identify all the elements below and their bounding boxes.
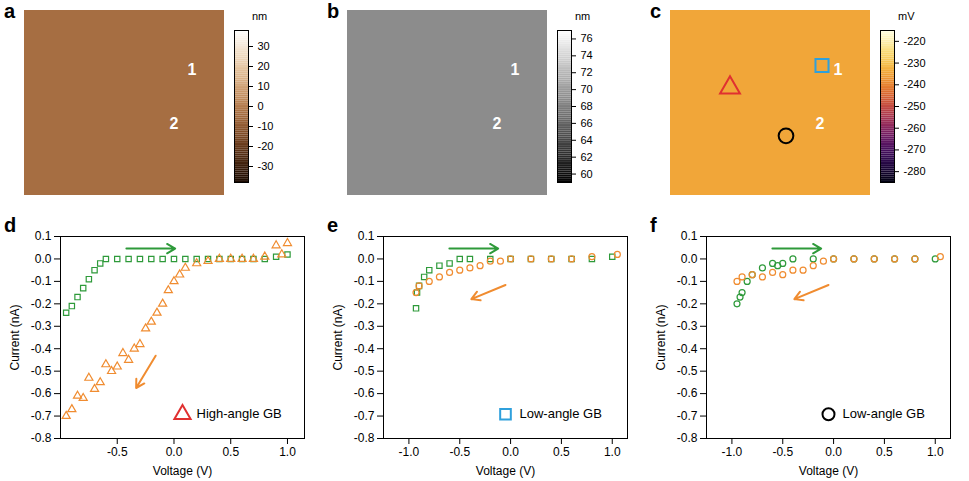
svg-text:72: 72 <box>581 66 593 78</box>
svg-text:-0.7: -0.7 <box>31 409 52 423</box>
svg-text:-0.5: -0.5 <box>677 364 698 378</box>
svg-text:-0.1: -0.1 <box>31 274 52 288</box>
svg-text:-0.8: -0.8 <box>677 431 698 445</box>
svg-text:-0.4: -0.4 <box>31 342 52 356</box>
svg-text:-20: -20 <box>258 140 274 152</box>
svg-text:70: 70 <box>581 83 593 95</box>
svg-text:0.1: 0.1 <box>358 229 375 243</box>
svg-text:-230: -230 <box>904 57 926 69</box>
svg-text:68: 68 <box>581 100 593 112</box>
svg-text:0.0: 0.0 <box>681 252 698 266</box>
svg-text:-260: -260 <box>904 122 926 134</box>
svg-text:1: 1 <box>188 61 197 78</box>
svg-text:-0.5: -0.5 <box>354 364 375 378</box>
svg-text:10: 10 <box>258 80 270 92</box>
svg-text:0.0: 0.0 <box>502 445 519 459</box>
svg-text:-0.1: -0.1 <box>354 274 375 288</box>
svg-text:0.5: 0.5 <box>222 445 239 459</box>
html-text:c: c <box>650 0 662 22</box>
html-text:nm: nm <box>252 10 268 22</box>
svg-text:Current (nA): Current (nA) <box>331 304 345 370</box>
svg-text:-0.5: -0.5 <box>772 445 793 459</box>
svg-text:1: 1 <box>834 61 843 78</box>
svg-text:0.0: 0.0 <box>166 445 183 459</box>
svg-text:-0.4: -0.4 <box>677 342 698 356</box>
svg-text:1.0: 1.0 <box>604 445 621 459</box>
svg-text:-0.3: -0.3 <box>31 319 52 333</box>
html-text:mV: mV <box>898 10 915 22</box>
svg-text:-0.6: -0.6 <box>31 386 52 400</box>
svg-text:-270: -270 <box>904 143 926 155</box>
svg-text:Current (nA): Current (nA) <box>8 304 22 370</box>
svg-text:-30: -30 <box>258 160 274 172</box>
html-text:b: b <box>327 0 340 22</box>
svg-text:-0.1: -0.1 <box>677 274 698 288</box>
svg-text:-250: -250 <box>904 100 926 112</box>
svg-text:0.0: 0.0 <box>35 252 52 266</box>
html-text:f: f <box>650 214 657 236</box>
svg-text:-0.7: -0.7 <box>677 409 698 423</box>
svg-text:-0.6: -0.6 <box>354 386 375 400</box>
html-text:a: a <box>4 0 16 22</box>
svg-text:Voltage (V): Voltage (V) <box>153 464 212 478</box>
svg-text:0: 0 <box>258 100 264 112</box>
svg-text:0.1: 0.1 <box>681 229 698 243</box>
svg-text:-280: -280 <box>904 165 926 177</box>
svg-text:60: 60 <box>581 168 593 180</box>
svg-text:76: 76 <box>581 32 593 44</box>
svg-text:1.0: 1.0 <box>279 445 296 459</box>
svg-text:30: 30 <box>258 40 270 52</box>
svg-text:Voltage (V): Voltage (V) <box>476 464 535 478</box>
svg-text:-0.5: -0.5 <box>31 364 52 378</box>
svg-text:Low-angle GB: Low-angle GB <box>520 406 602 421</box>
svg-text:-0.5: -0.5 <box>449 445 470 459</box>
svg-text:-0.5: -0.5 <box>107 445 128 459</box>
svg-text:-1.0: -1.0 <box>722 445 743 459</box>
svg-text:2: 2 <box>493 115 502 132</box>
svg-text:-0.2: -0.2 <box>677 297 698 311</box>
svg-text:1: 1 <box>511 61 520 78</box>
svg-text:-1.0: -1.0 <box>399 445 420 459</box>
svg-text:-0.4: -0.4 <box>354 342 375 356</box>
svg-text:20: 20 <box>258 60 270 72</box>
svg-text:-0.2: -0.2 <box>354 297 375 311</box>
svg-text:66: 66 <box>581 117 593 129</box>
html-text:d: d <box>4 214 17 236</box>
svg-text:1.0: 1.0 <box>927 445 944 459</box>
html-text:e: e <box>327 214 339 236</box>
svg-text:-0.6: -0.6 <box>677 386 698 400</box>
svg-text:-10: -10 <box>258 120 274 132</box>
svg-text:2: 2 <box>170 115 179 132</box>
svg-text:0.1: 0.1 <box>35 229 52 243</box>
svg-text:-240: -240 <box>904 78 926 90</box>
html-text:nm: nm <box>575 10 591 22</box>
svg-text:74: 74 <box>581 49 593 61</box>
svg-text:-0.8: -0.8 <box>354 431 375 445</box>
svg-text:62: 62 <box>581 151 593 163</box>
svg-text:-0.3: -0.3 <box>354 319 375 333</box>
svg-text:2: 2 <box>816 115 825 132</box>
svg-text:-0.2: -0.2 <box>31 297 52 311</box>
svg-text:-0.3: -0.3 <box>677 319 698 333</box>
svg-text:64: 64 <box>581 134 593 146</box>
svg-text:-0.8: -0.8 <box>31 431 52 445</box>
svg-text:Low-angle GB: Low-angle GB <box>843 406 925 421</box>
svg-text:0.5: 0.5 <box>876 445 893 459</box>
svg-text:-220: -220 <box>904 35 926 47</box>
svg-text:High-angle GB: High-angle GB <box>197 406 282 421</box>
svg-text:Current (nA): Current (nA) <box>654 304 668 370</box>
svg-text:0.0: 0.0 <box>825 445 842 459</box>
svg-text:0.5: 0.5 <box>553 445 570 459</box>
svg-text:-0.7: -0.7 <box>354 409 375 423</box>
svg-text:Voltage (V): Voltage (V) <box>799 464 858 478</box>
svg-text:0.0: 0.0 <box>358 252 375 266</box>
